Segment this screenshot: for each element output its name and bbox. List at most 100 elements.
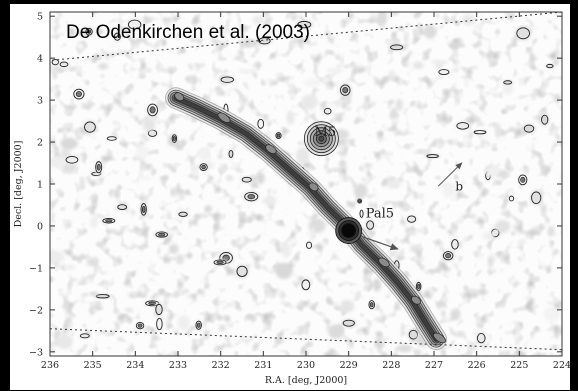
contour: [426, 154, 439, 159]
m5-cluster: [318, 135, 325, 142]
y-axis-label: Decl. [deg, J2000]: [13, 141, 24, 228]
contour: [228, 149, 234, 158]
contour: [473, 130, 487, 135]
contour-inner: [196, 322, 201, 328]
contour: [503, 80, 513, 85]
contour-inner: [158, 232, 166, 237]
contour-inner: [369, 302, 374, 308]
survey-footprint: [50, 12, 562, 351]
y-tick-label: 3: [37, 96, 43, 107]
density-blob: [388, 69, 395, 81]
contour: [518, 174, 528, 186]
density-blob: [353, 183, 368, 199]
contour-inner: [520, 176, 526, 183]
density-blob: [482, 231, 495, 241]
contour: [95, 161, 103, 174]
contour-inner: [201, 164, 206, 170]
pal5-arrow: [361, 235, 399, 251]
contour: [258, 37, 271, 45]
density-blob: [115, 189, 120, 200]
contour: [438, 69, 450, 75]
x-tick-label: 227: [425, 360, 443, 371]
density-blob: [487, 255, 494, 269]
y-axis-ticks: 5 4 3 2 1 0 −1 −2 −3: [29, 12, 562, 358]
contour: [147, 103, 158, 117]
density-blob: [515, 322, 520, 336]
density-blob: [431, 59, 449, 65]
density-blob: [124, 307, 134, 313]
density-blob: [177, 315, 191, 331]
density-blob: [461, 14, 477, 26]
x-tick-label: 228: [382, 360, 400, 371]
contour-inner: [105, 219, 113, 223]
density-blob: [326, 67, 344, 75]
contour: [73, 88, 85, 100]
density-blob: [263, 195, 277, 206]
contour: [257, 118, 265, 129]
density-blob: [522, 123, 536, 134]
contour: [178, 211, 188, 217]
density-blob: [135, 144, 149, 160]
contour: [244, 191, 259, 202]
footprint-edge-lower: [50, 328, 562, 351]
density-blob: [204, 205, 213, 213]
y-tick-label: 0: [37, 221, 43, 232]
density-blob: [286, 110, 295, 125]
density-blob: [423, 24, 437, 39]
contour: [323, 107, 332, 115]
density-blob: [540, 203, 547, 215]
contour: [357, 198, 363, 204]
contour: [79, 333, 90, 339]
density-blob: [494, 220, 511, 233]
density-blob: [198, 147, 210, 161]
density-blob: [415, 26, 420, 37]
density-blob: [396, 344, 413, 353]
x-tick-label: 226: [468, 360, 486, 371]
contour-inner: [86, 29, 92, 34]
stream-knot: [411, 295, 421, 305]
contour: [516, 27, 530, 40]
contour: [368, 300, 375, 310]
contour: [241, 176, 252, 183]
stream-knot: [308, 182, 319, 192]
stream-contour: [174, 96, 438, 341]
annotations: M5 Pal5 b: [315, 125, 463, 251]
density-blob: [494, 122, 501, 139]
density-blob: [169, 243, 179, 255]
contour: [442, 251, 454, 261]
density-blob: [485, 165, 500, 178]
contour: [523, 124, 535, 133]
contour: [275, 132, 282, 140]
density-blob: [410, 244, 418, 253]
contour-inner: [216, 260, 224, 265]
x-tick-label: 224: [553, 360, 571, 371]
density-blob: [331, 167, 341, 173]
contour-inner: [358, 199, 362, 203]
contour: [390, 44, 404, 51]
contour: [127, 19, 142, 30]
density-blob: [550, 345, 559, 350]
x-tick-label: 230: [297, 360, 315, 371]
density-blob: [328, 324, 344, 339]
density-blob: [226, 175, 234, 181]
density-blob: [476, 121, 485, 127]
density-blob: [296, 147, 310, 163]
density-blob: [256, 172, 265, 185]
density-blob: [450, 308, 461, 321]
density-blob: [395, 98, 403, 111]
contour-inner: [137, 323, 143, 328]
density-blob: [386, 179, 401, 189]
x-tick-label: 231: [254, 360, 272, 371]
density-blob: [50, 250, 65, 263]
density-blob: [56, 333, 73, 350]
contour: [171, 134, 178, 143]
contour: [339, 84, 351, 96]
y-tick-label: 5: [37, 12, 43, 23]
contour-inner: [96, 163, 101, 171]
density-blob: [170, 187, 177, 197]
contour: [155, 303, 163, 316]
contour-inner: [276, 133, 281, 138]
density-blob: [414, 149, 431, 155]
contour: [85, 27, 93, 36]
contour: [117, 204, 128, 210]
